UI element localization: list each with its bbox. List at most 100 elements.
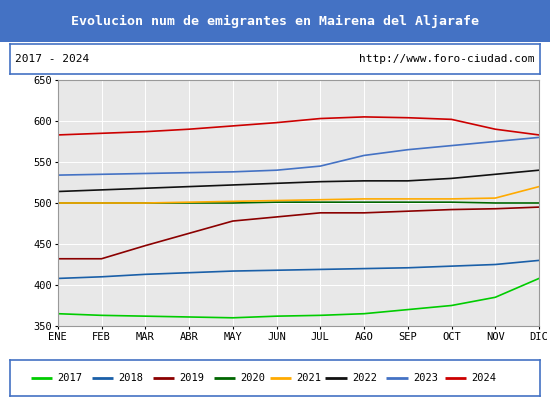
2017 <box>142 314 148 318</box>
2018 <box>492 262 498 267</box>
2019 <box>54 256 61 261</box>
2022 <box>361 178 367 183</box>
2018 <box>448 264 455 268</box>
2023 <box>98 172 105 177</box>
2022 <box>229 182 236 187</box>
2018 <box>229 269 236 274</box>
2021 <box>229 199 236 204</box>
2017 <box>536 276 542 281</box>
Text: 2019: 2019 <box>179 373 205 383</box>
2021 <box>54 200 61 205</box>
2019 <box>98 256 105 261</box>
2019 <box>142 243 148 248</box>
2019 <box>273 214 280 219</box>
2024 <box>142 129 148 134</box>
Text: 2020: 2020 <box>240 373 266 383</box>
2023 <box>54 173 61 178</box>
Text: 2018: 2018 <box>119 373 144 383</box>
2020 <box>54 200 61 205</box>
2018 <box>54 276 61 281</box>
2018 <box>142 272 148 277</box>
2022 <box>492 172 498 177</box>
2020 <box>361 200 367 204</box>
Line: 2023: 2023 <box>58 137 539 175</box>
2022 <box>273 181 280 186</box>
2017 <box>229 315 236 320</box>
2022 <box>142 186 148 191</box>
2019 <box>404 209 411 214</box>
2024 <box>448 117 455 122</box>
2024 <box>54 132 61 137</box>
Text: 2021: 2021 <box>296 373 321 383</box>
2023 <box>229 170 236 174</box>
Line: 2022: 2022 <box>58 170 539 192</box>
2019 <box>536 205 542 210</box>
2017 <box>273 314 280 318</box>
2022 <box>448 176 455 181</box>
2017 <box>317 313 323 318</box>
2021 <box>186 200 192 204</box>
2019 <box>492 206 498 211</box>
2020 <box>229 200 236 205</box>
2018 <box>404 265 411 270</box>
2020 <box>536 200 542 205</box>
2022 <box>536 168 542 173</box>
2023 <box>186 170 192 175</box>
2018 <box>361 266 367 271</box>
2018 <box>536 258 542 263</box>
2021 <box>361 196 367 201</box>
Text: http://www.foro-ciudad.com: http://www.foro-ciudad.com <box>359 54 535 64</box>
2021 <box>448 196 455 201</box>
2023 <box>536 135 542 140</box>
2023 <box>492 139 498 144</box>
2022 <box>98 188 105 192</box>
Line: 2021: 2021 <box>58 186 539 203</box>
2022 <box>404 178 411 183</box>
2023 <box>404 147 411 152</box>
2024 <box>404 115 411 120</box>
2019 <box>229 219 236 224</box>
Text: 2017 - 2024: 2017 - 2024 <box>15 54 90 64</box>
Line: 2017: 2017 <box>58 278 539 318</box>
Text: Evolucion num de emigrantes en Mairena del Aljarafe: Evolucion num de emigrantes en Mairena d… <box>71 14 479 28</box>
2021 <box>142 200 148 205</box>
2018 <box>186 270 192 275</box>
Line: 2020: 2020 <box>58 202 539 203</box>
2020 <box>186 200 192 205</box>
2020 <box>142 200 148 205</box>
2024 <box>536 132 542 137</box>
2021 <box>536 184 542 189</box>
2023 <box>142 171 148 176</box>
2024 <box>492 127 498 132</box>
2019 <box>361 210 367 215</box>
Text: 2022: 2022 <box>352 373 377 383</box>
2023 <box>273 168 280 173</box>
2024 <box>273 120 280 125</box>
2020 <box>317 200 323 204</box>
Text: 2023: 2023 <box>413 373 438 383</box>
2017 <box>98 313 105 318</box>
Text: 2024: 2024 <box>471 373 496 383</box>
Line: 2024: 2024 <box>58 117 539 135</box>
2024 <box>361 114 367 119</box>
2019 <box>317 210 323 215</box>
2020 <box>273 200 280 204</box>
2021 <box>404 196 411 201</box>
Line: 2019: 2019 <box>58 207 539 259</box>
2022 <box>317 179 323 184</box>
2021 <box>98 200 105 205</box>
2018 <box>98 274 105 279</box>
2023 <box>448 143 455 148</box>
2020 <box>492 200 498 205</box>
2021 <box>492 196 498 200</box>
2020 <box>448 200 455 204</box>
2022 <box>186 184 192 189</box>
2019 <box>186 231 192 236</box>
2020 <box>404 200 411 204</box>
2024 <box>229 124 236 128</box>
Line: 2018: 2018 <box>58 260 539 278</box>
2022 <box>54 189 61 194</box>
2021 <box>317 197 323 202</box>
2020 <box>98 200 105 205</box>
2021 <box>273 198 280 203</box>
